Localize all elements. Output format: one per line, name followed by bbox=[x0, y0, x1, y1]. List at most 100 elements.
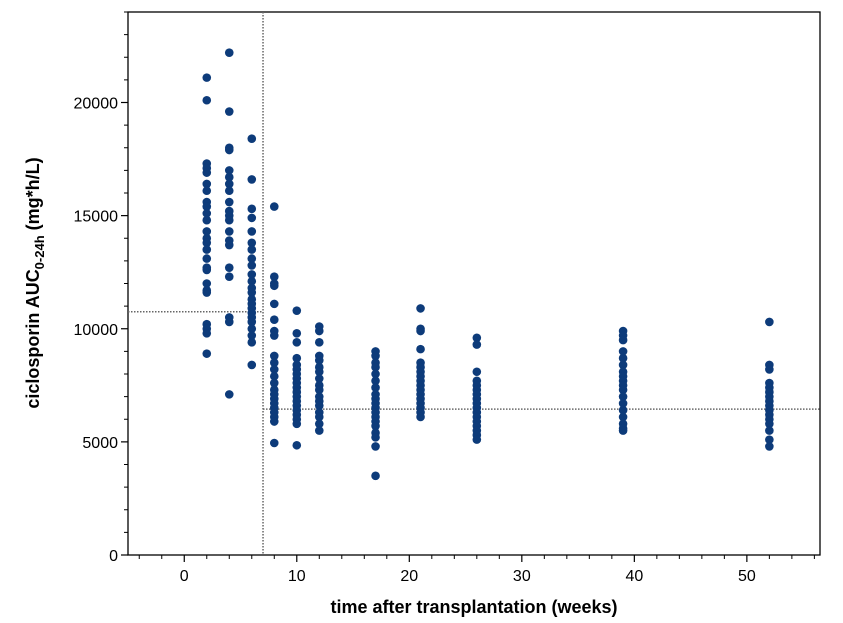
data-point bbox=[618, 399, 628, 408]
y-axis-title-main: ciclosporin AUC bbox=[23, 269, 43, 408]
x-tick-label: 50 bbox=[738, 568, 756, 585]
data-point bbox=[224, 145, 234, 155]
data-point bbox=[269, 378, 279, 388]
data-point bbox=[202, 238, 212, 248]
data-point bbox=[269, 331, 279, 340]
data-point bbox=[202, 95, 212, 105]
data-point bbox=[416, 344, 425, 354]
data-point bbox=[371, 471, 380, 481]
data-point bbox=[765, 442, 774, 451]
data-point bbox=[314, 326, 324, 336]
data-point bbox=[269, 351, 279, 361]
data-point bbox=[472, 340, 482, 349]
data-point bbox=[371, 383, 380, 392]
data-point bbox=[224, 48, 234, 58]
data-point bbox=[202, 288, 212, 297]
data-point bbox=[765, 317, 774, 327]
data-point bbox=[247, 175, 257, 184]
data-point bbox=[292, 419, 302, 429]
data-point bbox=[472, 435, 482, 444]
data-point bbox=[618, 353, 628, 363]
data-point bbox=[269, 417, 279, 426]
x-axis-title: time after transplantation (weeks) bbox=[330, 597, 617, 617]
data-point bbox=[472, 367, 482, 377]
axis-ticks: 0 10 20 30 40 50 0 5000 10000 15000 20000 bbox=[74, 11, 815, 585]
data-point bbox=[472, 333, 482, 343]
data-point bbox=[247, 276, 257, 286]
data-point bbox=[247, 360, 257, 370]
data-point bbox=[314, 385, 324, 395]
data-point bbox=[765, 435, 774, 444]
data-point bbox=[224, 240, 234, 250]
data-point bbox=[224, 227, 234, 236]
x-tick-label: 10 bbox=[288, 568, 306, 585]
data-point bbox=[314, 401, 324, 410]
data-point bbox=[292, 328, 302, 338]
y-tick-label: 0 bbox=[109, 548, 118, 565]
data-point bbox=[224, 166, 234, 175]
data-point bbox=[224, 197, 234, 207]
x-tick-label: 30 bbox=[513, 568, 531, 585]
y-axis-title-subscript: 0-24h bbox=[32, 235, 47, 269]
data-point bbox=[247, 270, 257, 279]
data-point bbox=[371, 442, 380, 451]
data-point bbox=[202, 279, 212, 288]
data-point bbox=[314, 426, 324, 435]
data-point bbox=[202, 227, 212, 236]
data-point bbox=[247, 238, 257, 248]
data-point bbox=[618, 347, 628, 356]
data-point bbox=[371, 421, 380, 431]
data-point bbox=[269, 365, 279, 374]
data-point bbox=[202, 265, 212, 275]
data-point bbox=[247, 288, 257, 297]
data-point bbox=[292, 338, 302, 347]
data-point bbox=[618, 426, 628, 435]
data-point bbox=[269, 299, 279, 309]
data-point bbox=[202, 254, 212, 263]
y-tick-label: 15000 bbox=[74, 209, 119, 226]
y-axis-title: ciclosporin AUC0-24h (mg*h/L) bbox=[23, 157, 47, 408]
data-point bbox=[202, 328, 212, 338]
data-point bbox=[224, 317, 234, 327]
data-point bbox=[618, 335, 628, 345]
data-point bbox=[247, 324, 257, 334]
x-tick-label: 0 bbox=[180, 568, 189, 585]
data-point bbox=[202, 349, 212, 358]
data-point bbox=[269, 281, 279, 291]
data-point bbox=[202, 245, 212, 254]
data-point bbox=[202, 168, 212, 177]
y-axis-title-unit: (mg*h/L) bbox=[23, 157, 43, 235]
data-point bbox=[224, 272, 234, 282]
data-point bbox=[269, 358, 279, 367]
data-point bbox=[618, 405, 628, 415]
data-point bbox=[618, 385, 628, 395]
data-point bbox=[371, 351, 380, 361]
data-point bbox=[314, 374, 324, 383]
data-point bbox=[314, 412, 324, 422]
x-tick-label: 20 bbox=[400, 568, 418, 585]
data-point bbox=[247, 338, 257, 347]
data-point bbox=[292, 353, 302, 363]
data-point bbox=[765, 426, 774, 435]
data-point bbox=[202, 215, 212, 225]
data-point bbox=[416, 304, 425, 313]
data-point bbox=[618, 392, 628, 401]
data-point bbox=[247, 261, 257, 270]
data-point bbox=[202, 186, 212, 196]
data-point bbox=[314, 338, 324, 347]
data-point bbox=[247, 204, 257, 214]
data-point bbox=[269, 315, 279, 325]
data-point bbox=[247, 254, 257, 263]
data-point bbox=[765, 419, 774, 429]
data-point bbox=[224, 390, 234, 399]
data-point bbox=[202, 202, 212, 211]
data-point bbox=[765, 365, 774, 374]
data-point bbox=[247, 213, 257, 223]
data-point bbox=[292, 306, 302, 315]
data-point bbox=[618, 412, 628, 422]
y-tick-label: 5000 bbox=[82, 435, 118, 452]
data-point bbox=[314, 367, 324, 377]
data-point bbox=[269, 371, 279, 381]
data-point bbox=[247, 227, 257, 236]
data-point bbox=[292, 440, 302, 450]
